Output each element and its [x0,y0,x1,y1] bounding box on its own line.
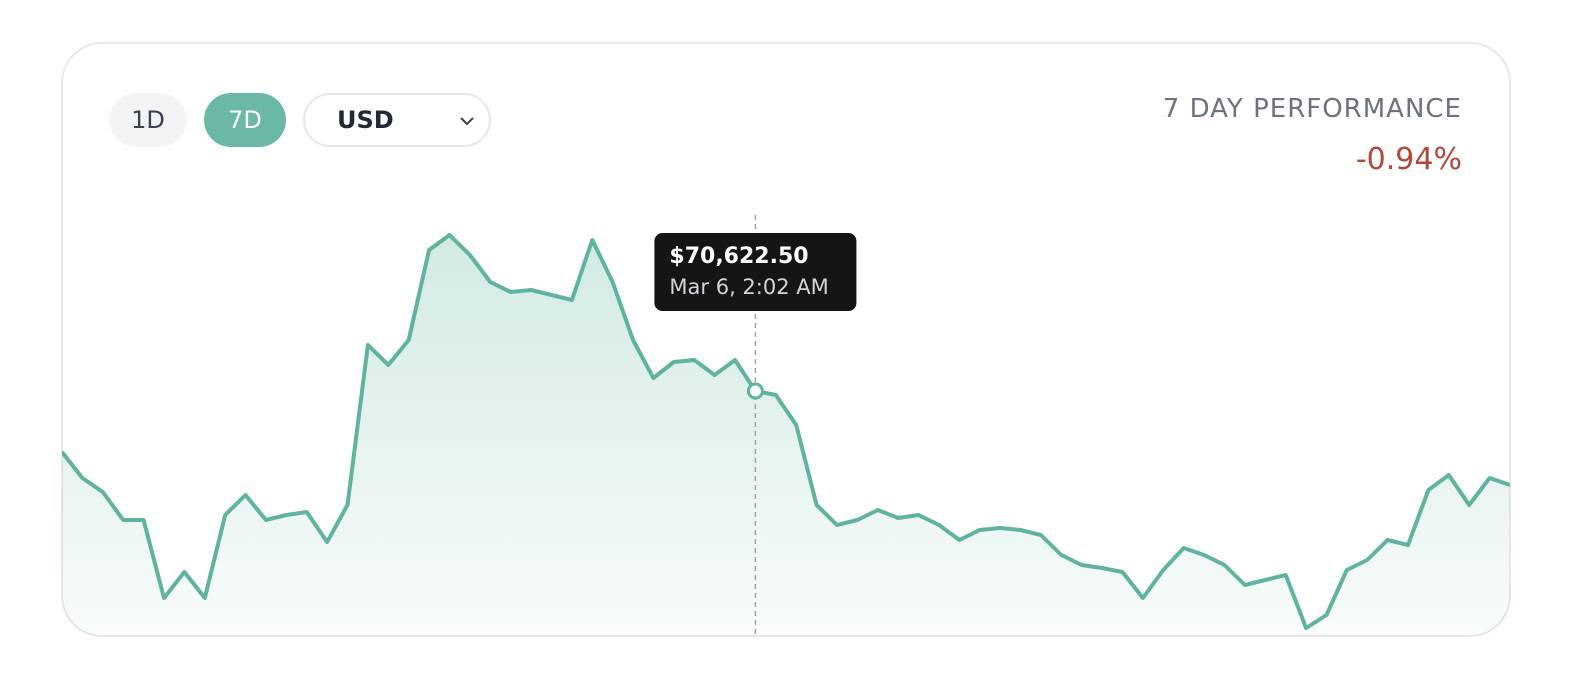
tooltip-date: Mar 6, 2:02 AM [669,275,828,299]
tooltip-box [654,233,857,311]
area [62,235,1510,636]
hover-point [746,382,764,400]
currency-text: USD [337,106,394,134]
performance-value: -0.94% [1355,142,1462,177]
chevron [460,117,474,126]
range-button-active[interactable]: 7D [204,93,286,147]
plot-area [62,233,1510,636]
line [62,233,1510,630]
tooltip-value: $70,622.50 [669,244,808,269]
currency-select[interactable]: USD [303,93,491,147]
tooltip: $70,622.50 Mar 6, 2:02 AM [654,233,857,311]
performance-label: 7 DAY PERFORMANCE [1162,94,1462,124]
range-button[interactable]: 1D [109,93,187,147]
